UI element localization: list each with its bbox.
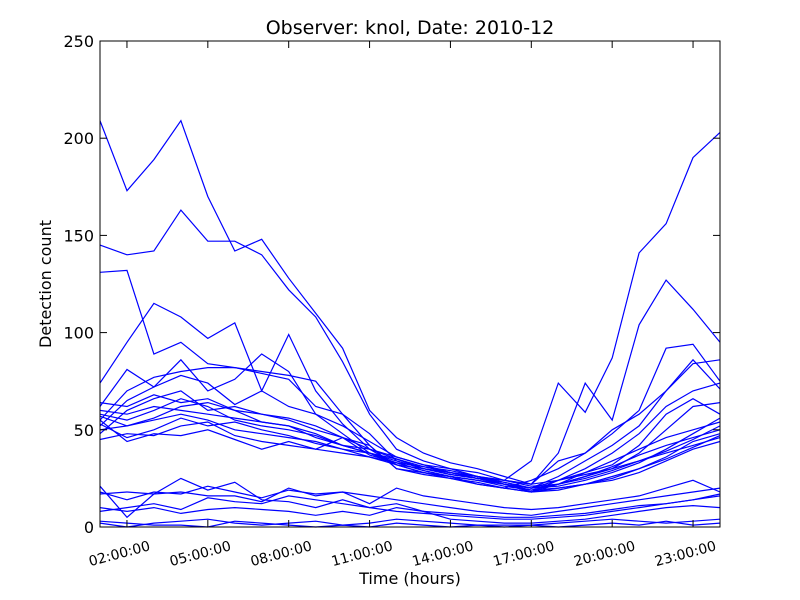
series-line-19 (99, 485, 721, 516)
series-line-18 (99, 477, 721, 518)
series-line-13 (99, 405, 721, 491)
y-axis-label: Detection count (36, 220, 55, 348)
series-line-21 (99, 518, 721, 528)
y-tick-label: 100 (63, 324, 94, 343)
series-line-14 (99, 394, 721, 489)
y-tick-label: 200 (63, 129, 94, 148)
series-layer (99, 119, 721, 528)
series-line-9 (99, 398, 721, 489)
chart-title: Observer: knol, Date: 2010-12 (266, 17, 555, 39)
series-line-10 (99, 413, 721, 491)
y-tick-label: 250 (63, 32, 94, 51)
series-line-2 (99, 209, 721, 485)
series-line-6 (99, 367, 721, 493)
series-line-16 (99, 401, 721, 485)
x-axis-label: Time (hours) (358, 569, 461, 588)
series-line-20 (99, 495, 721, 520)
series-line-1 (99, 119, 721, 485)
y-tick-label: 50 (74, 421, 94, 440)
plot-frame (99, 40, 721, 528)
y-tick-label: 150 (63, 226, 94, 245)
series-line-17 (99, 479, 721, 519)
y-tick-label: 0 (84, 518, 94, 537)
series-line-23 (99, 504, 721, 524)
series-line-15 (99, 419, 721, 493)
series-line-12 (99, 417, 721, 493)
